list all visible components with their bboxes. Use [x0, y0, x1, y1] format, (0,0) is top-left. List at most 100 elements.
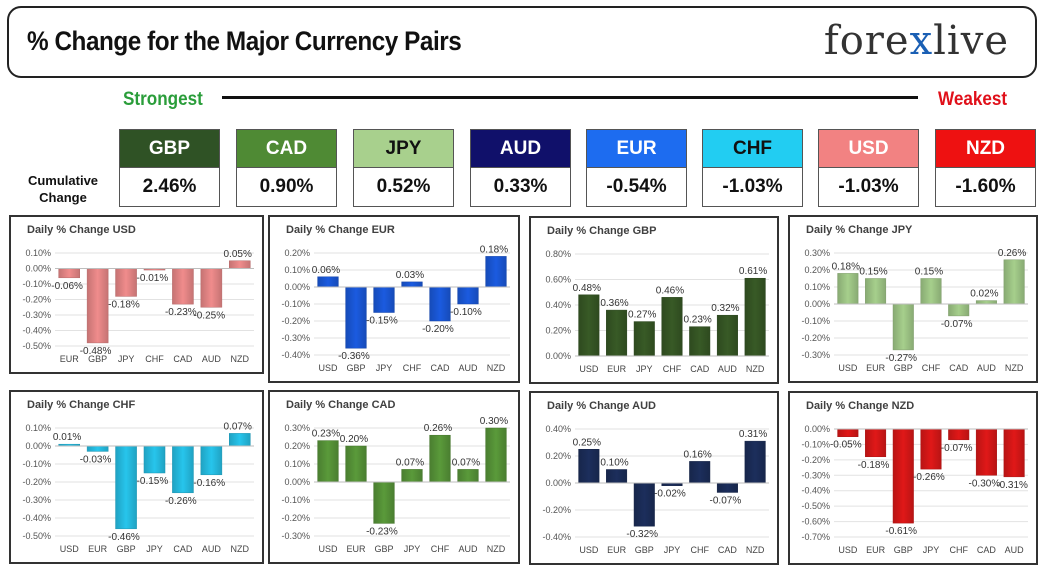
bar-usd: [837, 428, 859, 437]
x-tick-label: EUR: [866, 545, 886, 555]
y-tick-label: 0.20%: [284, 441, 310, 451]
data-label: 0.07%: [452, 457, 480, 468]
chart-panel-chf: Daily % Change CHF 0.10% 0.00% -0.10% -0.20%…: [9, 390, 264, 564]
y-tick-label: 0.20%: [284, 248, 310, 258]
bar-usd: [317, 276, 339, 288]
y-tick-label: -0.20%: [22, 477, 51, 487]
y-tick-label: -0.50%: [22, 531, 51, 541]
bar-aud: [975, 300, 997, 305]
y-tick-label: 0.20%: [545, 326, 571, 336]
x-tick-label: USD: [579, 545, 599, 555]
currency-name: AUD: [471, 130, 570, 168]
bar-jpy: [633, 321, 655, 357]
bar-usd: [317, 440, 339, 483]
data-label: -0.30%: [969, 478, 1001, 489]
x-tick-label: CAD: [949, 363, 969, 373]
currency-cumulative-value: 0.33%: [493, 176, 548, 197]
x-tick-label: NZD: [231, 354, 250, 364]
data-label: -0.25%: [193, 310, 225, 321]
y-tick-label: -0.60%: [801, 517, 830, 527]
data-label: -0.03%: [80, 454, 112, 465]
data-label: 0.26%: [424, 423, 452, 434]
data-label: 0.23%: [312, 429, 340, 440]
data-label: -0.18%: [108, 299, 140, 310]
y-tick-label: 0.20%: [545, 451, 571, 461]
bar-aud: [457, 286, 479, 305]
bar-gbp: [115, 445, 137, 530]
currency-cumulative-value: -1.03%: [722, 176, 783, 197]
y-tick-label: -0.70%: [801, 532, 830, 542]
data-label: 0.31%: [739, 429, 767, 440]
y-tick-label: 0.80%: [545, 249, 571, 259]
chart-title: Daily % Change NZD: [806, 400, 914, 412]
data-label: -0.07%: [941, 443, 973, 454]
bar-usd: [837, 273, 859, 305]
x-tick-label: EUR: [607, 364, 627, 374]
data-label: -0.20%: [422, 324, 454, 335]
logo-text-right: live: [933, 18, 1009, 64]
y-tick-label: 0.10%: [284, 459, 310, 469]
bar-nzd: [485, 427, 507, 483]
x-tick-label: EUR: [88, 544, 108, 554]
x-tick-label: EUR: [866, 363, 886, 373]
data-label: -0.01%: [137, 273, 169, 284]
x-tick-label: GBP: [346, 363, 365, 373]
y-tick-label: -0.10%: [801, 316, 830, 326]
y-tick-label: -0.10%: [22, 279, 51, 289]
bar-gbp: [86, 268, 109, 344]
data-label: 0.25%: [573, 437, 601, 448]
bar-eur: [58, 268, 80, 279]
chart-gbp: Daily % Change GBP 0.80% 0.60% 0.40% 0.20% 0.…: [545, 225, 769, 374]
bar-cad: [975, 428, 997, 476]
bar-jpy: [143, 445, 166, 474]
chart-panel-cad: Daily % Change CAD 0.30% 0.20% 0.10% 0.00% -0…: [268, 390, 520, 564]
x-tick-label: CAD: [173, 354, 193, 364]
bar-nzd: [744, 277, 766, 357]
x-tick-label: USD: [60, 544, 80, 554]
data-label: -0.06%: [51, 281, 83, 292]
x-tick-label: USD: [838, 545, 858, 555]
y-tick-label: 0.10%: [25, 248, 51, 258]
chart-title: Daily % Change EUR: [286, 224, 395, 236]
x-tick-label: EUR: [346, 544, 366, 554]
data-label: 0.30%: [480, 416, 508, 427]
data-label: -0.31%: [996, 480, 1028, 491]
header-box: % Change for the Major Currency Pairs fo…: [7, 6, 1037, 78]
cumulative-change-label: Cumulative Change: [27, 173, 99, 205]
data-label: -0.32%: [626, 529, 658, 540]
data-label: 0.07%: [224, 421, 252, 432]
y-tick-label: 0.00%: [545, 478, 571, 488]
data-label: 0.05%: [224, 249, 252, 260]
bar-jpy: [920, 428, 942, 470]
bar-aud: [716, 314, 738, 357]
currency-box: EUR -0.54%: [586, 129, 687, 207]
strongest-label: Strongest: [123, 89, 203, 110]
currency-box: NZD -1.60%: [935, 129, 1036, 207]
x-tick-label: NZD: [746, 364, 765, 374]
x-tick-label: AUD: [718, 364, 738, 374]
chart-title: Daily % Change USD: [27, 224, 136, 236]
currency-cumulative-value: -1.60%: [955, 176, 1016, 197]
chart-aud: Daily % Change AUD 0.40% 0.20% 0.00% -0.20% -…: [542, 400, 769, 555]
y-tick-label: 0.00%: [25, 441, 51, 451]
chart-panel-jpy: Daily % Change JPY 0.30% 0.20% 0.10% 0.00% -0…: [788, 215, 1038, 383]
y-tick-label: -0.10%: [281, 495, 310, 505]
bar-chf: [920, 278, 942, 305]
x-tick-label: CHF: [690, 545, 709, 555]
bar-cad: [948, 303, 970, 317]
logo-text-left: fore: [823, 18, 910, 64]
y-tick-label: -0.10%: [801, 439, 830, 449]
x-tick-label: USD: [318, 544, 338, 554]
data-label: -0.15%: [366, 316, 398, 327]
bar-chf: [948, 428, 970, 441]
data-label: 0.46%: [656, 285, 684, 296]
data-label: -0.10%: [450, 307, 482, 318]
currency-box: GBP 2.46%: [119, 129, 220, 207]
data-label: 0.01%: [53, 432, 81, 443]
data-label: 0.20%: [340, 434, 368, 445]
x-tick-label: CHF: [949, 545, 968, 555]
x-tick-label: NZD: [1005, 363, 1024, 373]
currency-box: CAD 0.90%: [236, 129, 337, 207]
chart-title: Daily % Change GBP: [547, 225, 656, 237]
chart-panel-aud: Daily % Change AUD 0.40% 0.20% 0.00% -0.20% -…: [529, 391, 779, 565]
